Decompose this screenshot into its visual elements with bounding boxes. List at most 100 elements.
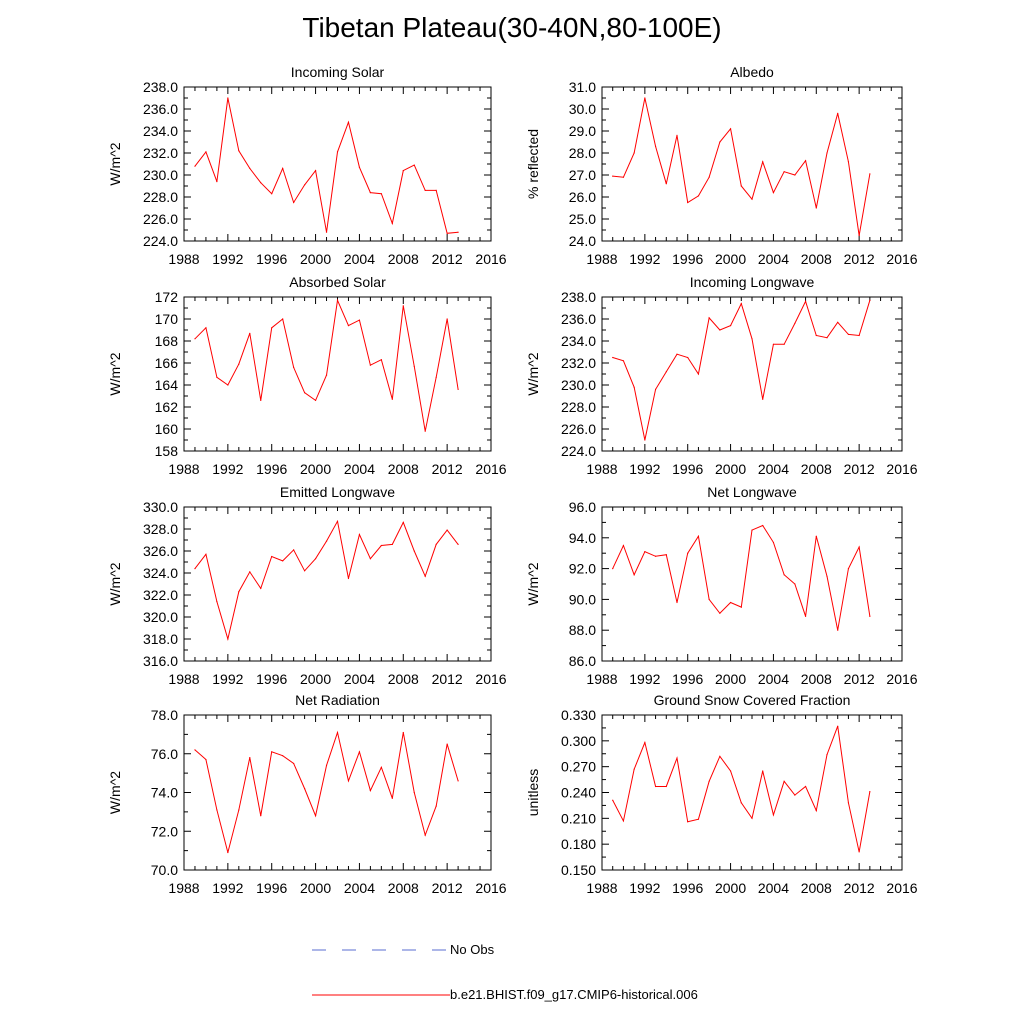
x-tick-label: 2008 bbox=[388, 461, 419, 477]
x-tick-label: 2012 bbox=[844, 671, 875, 687]
data-point bbox=[804, 615, 807, 617]
data-point bbox=[457, 388, 459, 390]
data-point bbox=[869, 615, 871, 617]
data-point bbox=[249, 332, 251, 334]
data-point bbox=[216, 601, 218, 603]
data-point bbox=[719, 755, 721, 757]
data-point bbox=[457, 231, 459, 233]
y-tick-label: 0.330 bbox=[561, 707, 596, 723]
data-point bbox=[633, 768, 635, 770]
y-tick-label: 324.0 bbox=[143, 565, 178, 581]
data-point bbox=[654, 388, 657, 390]
y-tick-label: 172 bbox=[155, 289, 179, 305]
x-tick-label: 2008 bbox=[801, 461, 832, 477]
panel-title: Incoming Longwave bbox=[690, 274, 815, 290]
data-point bbox=[238, 363, 240, 365]
y-tick-label: 28.0 bbox=[569, 145, 596, 161]
data-point bbox=[314, 170, 317, 172]
data-point bbox=[665, 554, 667, 556]
data-point bbox=[622, 544, 625, 547]
data-point bbox=[794, 794, 796, 796]
data-point bbox=[772, 343, 775, 345]
data-point bbox=[347, 325, 350, 327]
y-tick-label: 228.0 bbox=[561, 399, 596, 415]
panel-title: Net Radiation bbox=[295, 692, 380, 708]
data-point bbox=[347, 780, 350, 782]
data-point bbox=[238, 150, 240, 152]
y-tick-label: 224.0 bbox=[143, 233, 178, 249]
x-tick-label: 2000 bbox=[300, 461, 331, 477]
panel-3: 1988 1992 1996 2000 2004 2008 2012 2016 224.0 226… bbox=[525, 274, 918, 477]
data-point bbox=[826, 337, 828, 339]
data-point bbox=[446, 743, 448, 745]
data-point bbox=[612, 356, 614, 359]
y-tick-label: 30.0 bbox=[569, 101, 596, 117]
data-point bbox=[336, 731, 339, 734]
data-point bbox=[325, 374, 328, 376]
data-point bbox=[858, 851, 860, 853]
data-point bbox=[216, 376, 218, 378]
data-point bbox=[858, 546, 860, 548]
data-point bbox=[260, 399, 262, 401]
x-tick-label: 2016 bbox=[886, 671, 917, 687]
x-tick-label: 2004 bbox=[344, 251, 375, 267]
data-point bbox=[358, 533, 361, 536]
x-tick-label: 1988 bbox=[168, 251, 199, 267]
x-tick-label: 2000 bbox=[715, 880, 746, 896]
y-tick-label: 86.0 bbox=[569, 653, 596, 669]
data-point bbox=[216, 181, 218, 183]
series-line bbox=[612, 97, 871, 236]
data-point bbox=[644, 741, 646, 744]
data-point bbox=[457, 543, 459, 546]
data-point bbox=[697, 535, 700, 537]
y-tick-label: 160 bbox=[155, 421, 179, 437]
x-tick-label: 2012 bbox=[432, 251, 463, 267]
data-point bbox=[380, 544, 382, 547]
series-line bbox=[194, 730, 459, 853]
data-point bbox=[380, 193, 382, 195]
y-tick-label: 230.0 bbox=[561, 377, 596, 393]
y-axis-label: W/m^2 bbox=[107, 771, 123, 814]
panel-2: 1988 1992 1996 2000 2004 2008 2012 2016 158 160 16… bbox=[107, 274, 507, 477]
y-tick-label: 0.270 bbox=[561, 759, 596, 775]
y-tick-label: 320.0 bbox=[143, 609, 178, 625]
panel-title: Net Longwave bbox=[707, 484, 797, 500]
panel-7: 1988 1992 1996 2000 2004 2008 2012 2016 0.150 0.1… bbox=[525, 692, 918, 896]
data-point bbox=[826, 754, 828, 756]
x-tick-label: 2000 bbox=[300, 251, 331, 267]
y-tick-label: 318.0 bbox=[143, 631, 178, 647]
data-point bbox=[391, 222, 393, 224]
x-tick-label: 1992 bbox=[212, 671, 243, 687]
data-point bbox=[719, 329, 721, 331]
data-point bbox=[402, 731, 404, 734]
data-point bbox=[676, 353, 678, 355]
data-point bbox=[804, 160, 807, 162]
y-tick-label: 31.0 bbox=[569, 79, 596, 95]
data-point bbox=[729, 601, 732, 604]
data-point bbox=[783, 780, 785, 782]
panel-title: Emitted Longwave bbox=[280, 484, 395, 500]
y-tick-label: 162 bbox=[155, 399, 179, 415]
x-tick-label: 2008 bbox=[801, 671, 832, 687]
x-tick-label: 1996 bbox=[672, 461, 703, 477]
data-point bbox=[654, 785, 657, 788]
data-point bbox=[260, 182, 262, 184]
data-point bbox=[282, 560, 284, 562]
data-point bbox=[358, 751, 361, 753]
data-point bbox=[380, 359, 382, 361]
x-tick-label: 1996 bbox=[256, 880, 287, 896]
data-point bbox=[676, 601, 678, 604]
y-tick-label: 234.0 bbox=[561, 333, 596, 349]
data-point bbox=[369, 789, 371, 792]
data-point bbox=[837, 629, 839, 631]
x-tick-label: 2012 bbox=[432, 461, 463, 477]
x-tick-label: 1992 bbox=[629, 251, 660, 267]
data-point bbox=[676, 134, 678, 136]
data-point bbox=[435, 189, 437, 191]
data-point bbox=[304, 184, 306, 186]
data-point bbox=[762, 770, 764, 772]
data-point bbox=[751, 529, 753, 531]
data-point bbox=[612, 175, 614, 177]
x-tick-label: 1996 bbox=[672, 251, 703, 267]
panel-title: Albedo bbox=[730, 64, 774, 80]
